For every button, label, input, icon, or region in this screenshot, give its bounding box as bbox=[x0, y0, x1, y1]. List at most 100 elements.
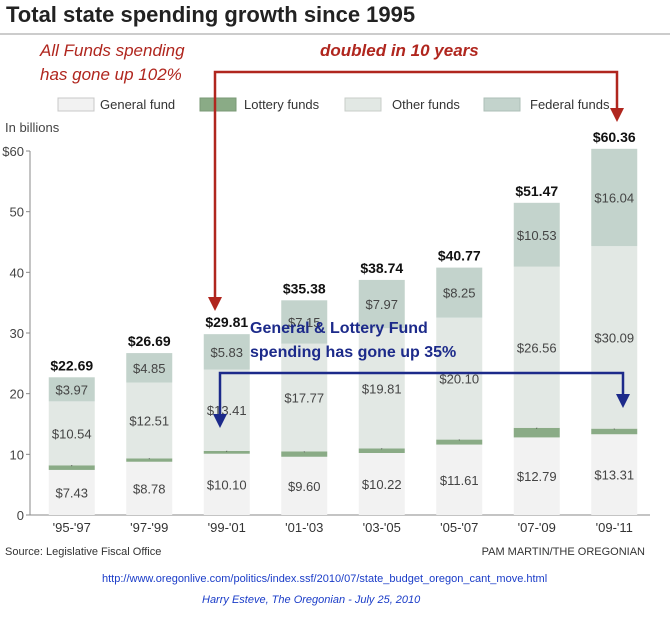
blue-arrow-head-right bbox=[616, 394, 630, 408]
segment-label: $16.04 bbox=[594, 190, 634, 205]
segment-label: $10.22 bbox=[362, 477, 402, 492]
bar-segment-general-fund bbox=[436, 444, 483, 515]
legend-swatch-general bbox=[57, 97, 95, 112]
bar-segment-federal-funds bbox=[513, 202, 560, 267]
y-tick-label: 0 bbox=[17, 508, 24, 523]
bar-segment-general-fund bbox=[358, 452, 405, 515]
segment-label: $9.60 bbox=[288, 479, 321, 494]
bar-segment-other-funds bbox=[358, 328, 405, 449]
segment-label: $8.78 bbox=[133, 481, 166, 496]
segment-label: $10.54 bbox=[52, 426, 92, 441]
x-tick-label: '09-'11 bbox=[596, 520, 633, 535]
bar-total-label: $26.69 bbox=[128, 333, 171, 349]
bar-segment-lottery-funds bbox=[436, 439, 483, 445]
bar-group: $9.60$0.87$17.77$7.15$35.38 bbox=[281, 280, 328, 515]
bar-segment-general-fund bbox=[203, 453, 250, 515]
x-tick-label: '95-'97 bbox=[53, 520, 91, 535]
x-axis: '95-'97 '97-'99 '99-'01 '01-'03 '03-'05 '05-'… bbox=[53, 520, 633, 535]
x-tick-label: '05-'07 bbox=[440, 520, 478, 535]
bar-segment-federal-funds bbox=[48, 377, 95, 402]
segment-label: $4.85 bbox=[133, 361, 166, 376]
article-url[interactable]: http://www.oregonlive.com/politics/index… bbox=[102, 573, 547, 585]
x-tick-label: '03-'05 bbox=[363, 520, 401, 535]
annotation-all-funds-line2: has gone up 102% bbox=[40, 65, 182, 84]
segment-label: $17.77 bbox=[284, 391, 324, 406]
y-axis-label: In billions bbox=[5, 120, 60, 135]
legend-swatch-federal bbox=[483, 97, 521, 112]
red-arrow-line bbox=[213, 70, 619, 307]
legend-swatch-lottery bbox=[199, 97, 237, 112]
segment-label: $7.15 bbox=[288, 315, 321, 330]
annotation-general-line2: spending has gone up 35% bbox=[250, 344, 456, 361]
bar-segment-federal-funds bbox=[358, 279, 405, 329]
segment-label: $30.09 bbox=[594, 330, 634, 345]
red-arrow-head-right bbox=[610, 108, 624, 122]
segment-label: $7.43 bbox=[55, 485, 88, 500]
bar-segment-lottery-funds bbox=[513, 427, 560, 438]
bar-group: $10.10$0.47$13.41$5.83$29.81 bbox=[203, 314, 250, 515]
bars: $7.43$0.76$10.54$3.97$22.69$8.78$0.55$12… bbox=[48, 129, 638, 515]
segment-label: $26.56 bbox=[517, 340, 557, 355]
bar-total-label: $35.38 bbox=[283, 280, 326, 296]
segment-label: $10.53 bbox=[517, 228, 557, 243]
segment-label: $10.10 bbox=[207, 477, 247, 492]
legend-label-other: Other funds bbox=[392, 97, 460, 112]
y-tick-label: $60 bbox=[2, 144, 24, 159]
bar-segment-other-funds bbox=[203, 369, 250, 451]
bar-group: $8.78$0.55$12.51$4.85$26.69 bbox=[126, 333, 173, 515]
x-tick-label: '99-'01 bbox=[208, 520, 246, 535]
segment-label: $12.79 bbox=[517, 469, 557, 484]
bar-group: $7.43$0.76$10.54$3.97$22.69 bbox=[48, 357, 95, 515]
article-byline: Harry Esteve, The Oregonian - July 25, 2… bbox=[202, 594, 421, 606]
segment-label: $11.61 bbox=[440, 473, 479, 488]
x-tick-label: '07-'09 bbox=[518, 520, 556, 535]
bar-segment-lottery-funds bbox=[48, 465, 95, 470]
x-tick-label: '97-'99 bbox=[130, 520, 168, 535]
segment-label: $12.51 bbox=[129, 413, 169, 428]
chart-title: Total state spending growth since 1995 bbox=[6, 2, 415, 27]
bar-segment-federal-funds bbox=[281, 300, 328, 344]
y-tick-label: 50 bbox=[10, 205, 24, 220]
bar-segment-lottery-funds bbox=[203, 450, 250, 454]
bar-segment-other-funds bbox=[591, 246, 638, 429]
segment-label: $19.81 bbox=[362, 381, 402, 396]
annotations: All Funds spending has gone up 102% doub… bbox=[39, 41, 630, 428]
bar-segment-other-funds bbox=[48, 401, 95, 466]
legend: General fund Lottery funds Other funds F… bbox=[57, 97, 610, 112]
bar-segment-other-funds bbox=[281, 343, 328, 452]
credit-note: PAM MARTIN/THE OREGONIAN bbox=[482, 546, 645, 558]
bar-segment-lottery-funds bbox=[591, 428, 638, 435]
legend-label-lottery: Lottery funds bbox=[244, 97, 320, 112]
bar-total-label: $40.77 bbox=[438, 248, 481, 264]
bar-segment-federal-funds bbox=[203, 334, 250, 370]
bar-segment-lottery-funds bbox=[358, 448, 405, 453]
y-tick-label: 20 bbox=[10, 387, 24, 402]
segment-label: $13.41 bbox=[207, 403, 247, 418]
segment-label: $8.25 bbox=[443, 286, 476, 301]
segment-label: $7.97 bbox=[365, 297, 398, 312]
segment-label: $3.97 bbox=[55, 382, 88, 397]
bar-segment-general-fund bbox=[48, 469, 95, 515]
bar-segment-other-funds bbox=[436, 317, 483, 440]
y-tick-label: 10 bbox=[10, 447, 24, 462]
bar-segment-general-fund bbox=[513, 437, 560, 515]
bar-segment-general-fund bbox=[281, 456, 328, 515]
blue-arrow-line bbox=[218, 371, 625, 420]
x-tick-label: '01-'03 bbox=[285, 520, 323, 535]
bar-total-label: $22.69 bbox=[50, 357, 93, 373]
bar-total-label: $29.81 bbox=[205, 314, 248, 330]
segment-label: $20.10 bbox=[439, 372, 479, 387]
annotation-doubled: doubled in 10 years bbox=[320, 41, 479, 60]
red-arrow-head-left bbox=[208, 297, 222, 311]
y-tick-label: 30 bbox=[10, 326, 24, 341]
segment-label: $13.31 bbox=[594, 468, 634, 483]
bar-total-label: $51.47 bbox=[515, 183, 558, 199]
bar-total-label: $38.74 bbox=[360, 260, 403, 276]
bar-segment-general-fund bbox=[591, 434, 638, 515]
bar-group: $11.61$0.82$20.10$8.25$40.77 bbox=[436, 248, 483, 515]
bar-segment-lottery-funds bbox=[126, 458, 173, 462]
bar-total-label: $60.36 bbox=[593, 129, 636, 145]
annotation-general-line1: General & Lottery Fund bbox=[250, 320, 428, 337]
bar-segment-federal-funds bbox=[436, 267, 483, 318]
